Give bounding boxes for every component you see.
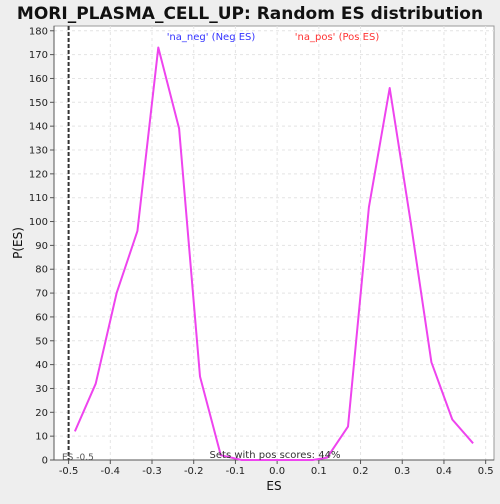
y-tick-label: 160: [29, 74, 48, 85]
x-tick-label: 0.1: [311, 466, 327, 477]
y-tick-label: 60: [35, 312, 48, 323]
x-tick-label: 0.5: [478, 466, 494, 477]
y-tick-label: 150: [29, 98, 48, 109]
y-tick-label: 100: [29, 217, 48, 228]
legend-entry-pos: 'na_pos' (Pos ES): [295, 32, 380, 43]
y-tick-label: 30: [35, 384, 48, 395]
y-tick-label: 10: [35, 432, 48, 443]
x-tick-label: 0.3: [394, 466, 410, 477]
series-layer: [73, 46, 474, 461]
legend: 'na_neg' (Neg ES) 'na_pos' (Pos ES): [167, 32, 380, 43]
y-tick-label: 0: [42, 456, 48, 467]
axis-layer: 0 10 20 30 40 50 60 70 80 90 100 110 120 130 140 150 160…: [29, 26, 494, 477]
pos-score-annotation: Sets with pos scores: 44%: [210, 450, 341, 461]
y-tick-label: 110: [29, 193, 48, 204]
y-tick-label: 140: [29, 122, 48, 133]
y-tick-label: 180: [29, 26, 48, 37]
y-axis-label: P(ES): [11, 227, 25, 259]
x-tick-label: -0.3: [142, 466, 162, 477]
chart-title: MORI_PLASMA_CELL_UP: Random ES distribut…: [17, 4, 483, 24]
x-tick-label: 0.4: [436, 466, 452, 477]
series-line: [73, 46, 474, 461]
y-tick-label: 170: [29, 50, 48, 61]
y-tick-label: 50: [35, 336, 48, 347]
y-tick-label: 70: [35, 289, 48, 300]
y-tick-label: 40: [35, 360, 48, 371]
y-tick-label: 20: [35, 408, 48, 419]
x-axis-label: ES: [266, 479, 281, 493]
y-tick-label: 90: [35, 241, 48, 252]
x-tick-label: -0.5: [59, 466, 79, 477]
x-tick-label: -0.1: [226, 466, 246, 477]
y-tick-label: 130: [29, 146, 48, 157]
y-tick-label: 80: [35, 265, 48, 276]
y-tick-label: 120: [29, 169, 48, 180]
x-tick-label: -0.4: [101, 466, 121, 477]
plot-area: [53, 25, 495, 461]
x-tick-label: 0.0: [269, 466, 285, 477]
x-tick-label: -0.2: [184, 466, 204, 477]
reference-line-label: ES -0.5: [62, 453, 94, 463]
legend-entry-neg: 'na_neg' (Neg ES): [167, 32, 256, 43]
x-tick-label: 0.2: [353, 466, 369, 477]
